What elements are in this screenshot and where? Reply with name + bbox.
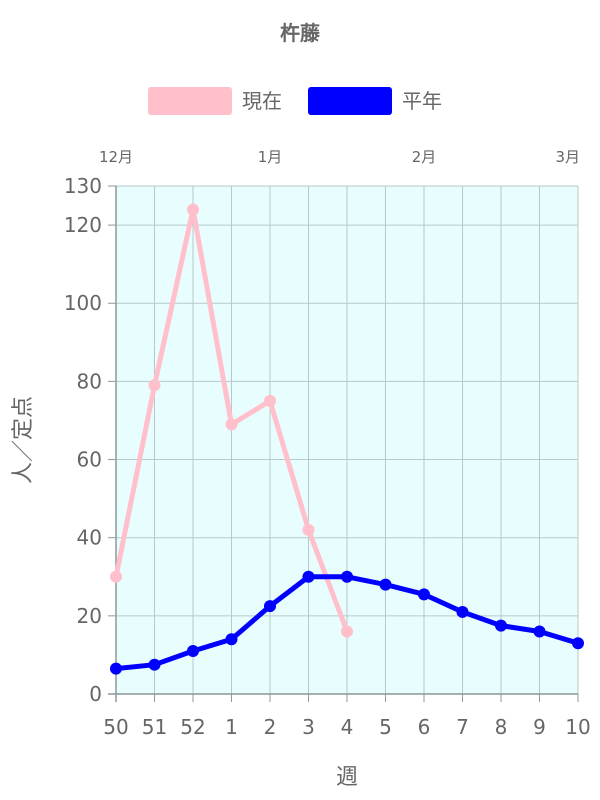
month-label: 12月 bbox=[99, 148, 133, 166]
y-tick-label: 20 bbox=[77, 604, 102, 628]
data-point bbox=[495, 619, 507, 632]
y-tick-label: 80 bbox=[77, 369, 102, 393]
legend-swatch bbox=[148, 87, 232, 115]
series-1 bbox=[110, 570, 584, 675]
data-point bbox=[225, 633, 238, 646]
data-point bbox=[533, 625, 546, 638]
x-tick-label: 3 bbox=[302, 715, 315, 739]
data-point bbox=[264, 600, 276, 613]
y-tick-label: 130 bbox=[64, 174, 102, 198]
data-point bbox=[225, 418, 238, 431]
x-tick-label: 50 bbox=[103, 715, 128, 739]
x-tick-label: 8 bbox=[495, 715, 508, 739]
data-point bbox=[264, 394, 276, 407]
data-point bbox=[418, 588, 430, 601]
x-tick-label: 52 bbox=[180, 715, 205, 739]
x-axis-label: 週 bbox=[336, 765, 358, 790]
data-point bbox=[572, 637, 584, 650]
x-tick-label: 9 bbox=[533, 715, 546, 739]
legend: 現在 平年 bbox=[148, 87, 442, 115]
data-point bbox=[456, 605, 469, 618]
x-axis-ticks: 50 51 52 1 2 3 4 5 6 7 8 9 10 bbox=[103, 694, 591, 739]
x-tick-label: 2 bbox=[264, 715, 277, 739]
month-label: 2月 bbox=[412, 148, 437, 166]
series-layer bbox=[110, 203, 584, 675]
month-label: 1月 bbox=[258, 148, 283, 166]
data-point bbox=[341, 625, 353, 638]
data-point bbox=[302, 523, 315, 536]
x-tick-label: 1 bbox=[225, 715, 238, 739]
grid-lines bbox=[115, 185, 579, 695]
legend-label: 平年 bbox=[402, 89, 442, 113]
series-0 bbox=[110, 203, 353, 638]
data-point bbox=[187, 645, 199, 658]
legend-swatch bbox=[308, 87, 392, 115]
x-tick-label: 4 bbox=[341, 715, 354, 739]
x-tick-label: 10 bbox=[565, 715, 590, 739]
legend-item-1: 平年 bbox=[308, 87, 442, 115]
y-tick-label: 40 bbox=[77, 526, 102, 550]
x-tick-label: 7 bbox=[456, 715, 469, 739]
x-tick-label: 6 bbox=[418, 715, 431, 739]
x-tick-label: 51 bbox=[142, 715, 167, 739]
y-tick-label: 0 bbox=[89, 682, 102, 706]
y-axis-label: 人／定点 bbox=[11, 396, 36, 484]
data-point bbox=[187, 203, 199, 216]
chart-title: 杵藤 bbox=[280, 21, 321, 45]
data-point bbox=[341, 570, 353, 583]
y-tick-label: 120 bbox=[64, 213, 102, 237]
data-point bbox=[110, 570, 122, 583]
y-tick-label: 100 bbox=[64, 291, 102, 315]
data-point bbox=[148, 379, 161, 392]
x-tick-label: 5 bbox=[379, 715, 392, 739]
data-point bbox=[379, 578, 392, 591]
month-labels: 12月 1月 2月 3月 bbox=[99, 148, 580, 166]
legend-item-0: 現在 bbox=[148, 87, 282, 115]
month-label: 3月 bbox=[555, 148, 580, 166]
data-point bbox=[110, 662, 122, 675]
y-tick-label: 60 bbox=[77, 448, 102, 472]
data-point bbox=[302, 570, 315, 583]
y-axis-ticks: 0 20 40 60 80 100 120 130 bbox=[64, 174, 116, 706]
data-point bbox=[148, 658, 161, 671]
legend-label: 現在 bbox=[242, 89, 282, 113]
